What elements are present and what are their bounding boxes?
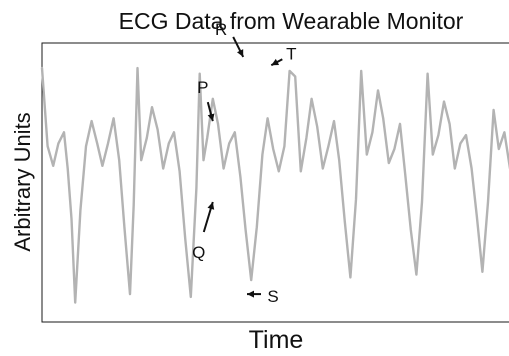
wave-annotations: R T P Q S [192,20,296,306]
plot-frame [41,42,509,323]
annotation-label-s: S [267,287,278,306]
ecg-series-line [40,66,509,304]
annotation-label-r: R [215,20,227,39]
chart-title: ECG Data from Wearable Monitor [119,8,464,34]
annotation-arrowhead-r [237,49,244,57]
annotation-label-q: Q [192,243,205,262]
x-axis-label: Time [249,326,304,354]
annotation-arrowhead-s [247,290,254,298]
y-axis-label: Arbitrary Units [10,112,35,251]
annotation-arrowhead-q [207,202,215,210]
annotation-arrowhead-t [271,58,280,66]
annotation-arrowhead-p [207,113,215,122]
annotation-label-t: T [286,44,296,63]
annotation-label-p: P [197,78,208,97]
